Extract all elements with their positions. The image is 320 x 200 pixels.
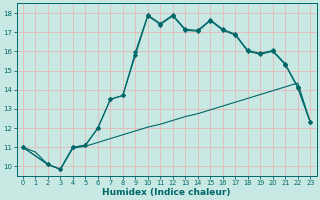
X-axis label: Humidex (Indice chaleur): Humidex (Indice chaleur) bbox=[102, 188, 231, 197]
